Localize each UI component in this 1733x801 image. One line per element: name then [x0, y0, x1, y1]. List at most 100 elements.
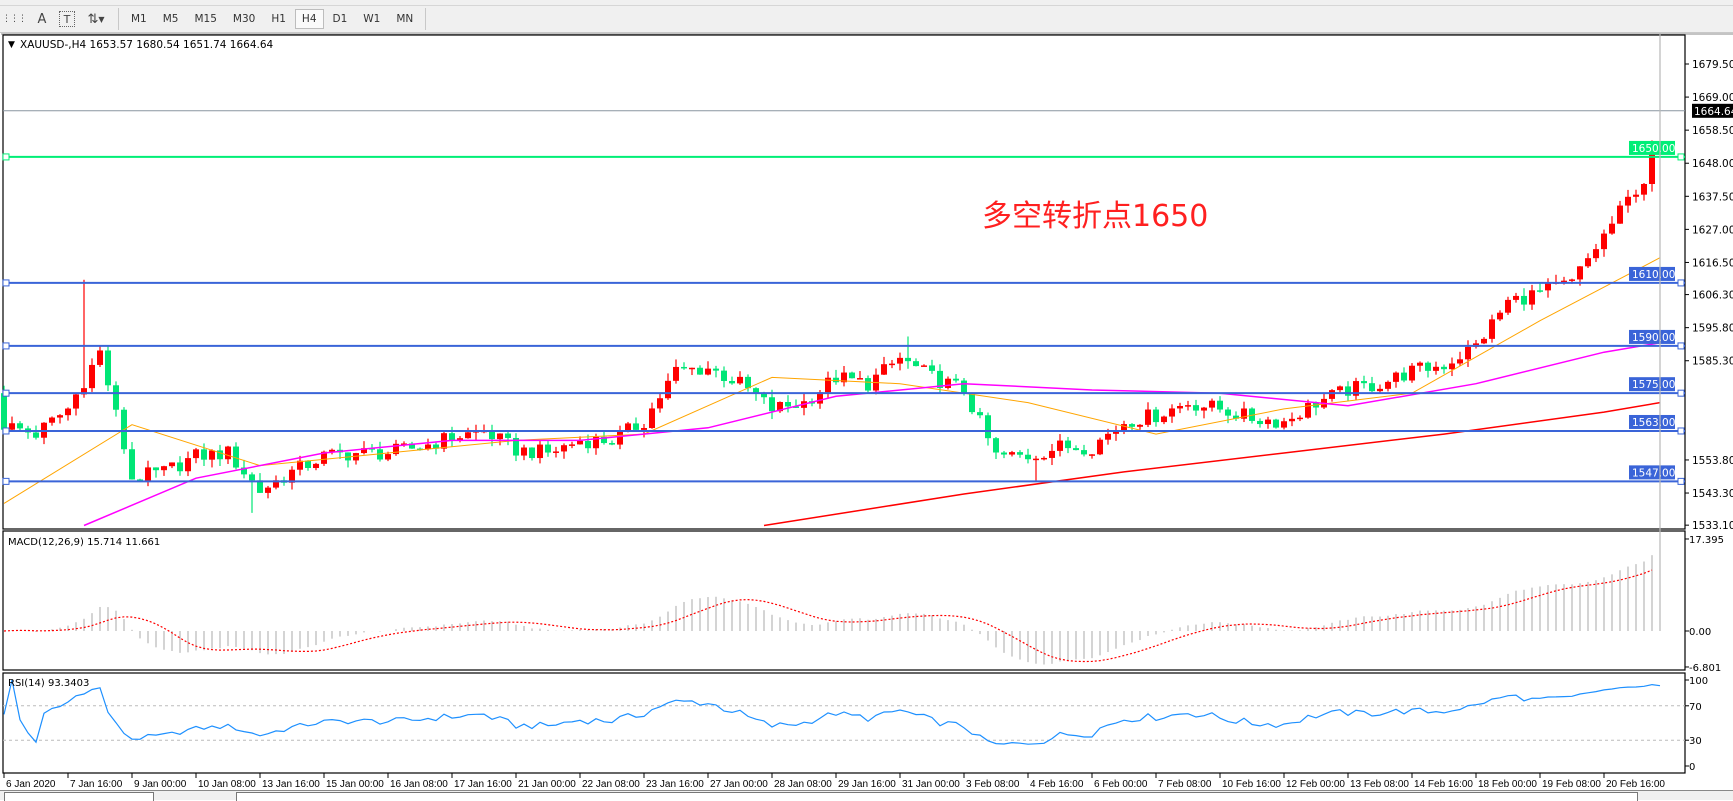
candle-body — [457, 438, 463, 441]
candle — [1409, 363, 1415, 383]
timeframe-m30[interactable]: M30 — [232, 13, 256, 25]
candle-body — [1289, 418, 1295, 422]
candle — [425, 438, 431, 451]
candle-body — [1425, 362, 1431, 371]
candle-body — [1457, 359, 1463, 364]
candle — [1185, 400, 1191, 411]
candle — [1009, 450, 1015, 457]
candle-body — [193, 449, 199, 459]
level-handle[interactable] — [1677, 279, 1685, 287]
level-handle[interactable] — [1677, 427, 1685, 435]
level-handle[interactable] — [2, 477, 10, 485]
time-tick-label: 13 Feb 08:00 — [1350, 779, 1409, 790]
candle-body — [1337, 386, 1343, 391]
candle-body — [745, 376, 751, 389]
price-tick-label: 1585.30 — [1692, 356, 1733, 368]
candle — [529, 447, 535, 461]
text-box-icon[interactable]: T — [59, 11, 75, 27]
timeframe-h4[interactable]: H4 — [294, 9, 324, 29]
candle-body — [769, 397, 775, 412]
candle — [1137, 424, 1143, 430]
candle-body — [409, 443, 415, 449]
candle-body — [1233, 415, 1239, 419]
timeframe-m5[interactable]: M5 — [162, 13, 179, 25]
candle — [1369, 376, 1375, 393]
candle — [1305, 399, 1311, 419]
candle-body — [889, 363, 895, 366]
candle — [1457, 351, 1463, 366]
price-chart[interactable]: 1679.50 1669.00 1658.50 1648.00 1637.50 1627.… — [0, 33, 1733, 790]
candle — [1097, 437, 1103, 456]
level-price-box — [1629, 140, 1675, 155]
candle-body — [1593, 249, 1599, 259]
timeframe-m1[interactable]: M1 — [131, 13, 147, 25]
timeframe-m15[interactable]: M15 — [194, 13, 217, 25]
candle — [1257, 418, 1263, 428]
candle — [1345, 381, 1351, 401]
candle-body — [1089, 454, 1095, 456]
candle — [1177, 402, 1183, 414]
candle — [89, 358, 95, 392]
candle-body — [385, 454, 391, 460]
timeframe-mn[interactable]: MN — [396, 13, 414, 25]
candle-body — [961, 380, 967, 393]
level-price-box — [1629, 377, 1675, 392]
level-handle[interactable] — [2, 279, 10, 287]
time-tick-label: 7 Feb 08:00 — [1158, 779, 1212, 790]
current-price-box — [1692, 103, 1733, 118]
candle-body — [1017, 452, 1023, 455]
chart-tab[interactable] — [4, 792, 154, 801]
candle — [1033, 455, 1039, 482]
candle-body — [1433, 366, 1439, 371]
candle — [33, 425, 39, 440]
candle-body — [137, 479, 143, 481]
candle — [937, 364, 943, 394]
candle — [1609, 216, 1615, 235]
arrows-icon[interactable]: ⇅ ▼ — [87, 11, 105, 27]
candle — [537, 441, 543, 464]
candle-body — [1441, 366, 1447, 370]
level-handle[interactable] — [2, 427, 10, 435]
level-price-box — [1629, 266, 1675, 281]
candle — [617, 425, 623, 450]
candle-body — [1545, 283, 1551, 291]
candle-body — [1569, 279, 1575, 281]
annotation-text[interactable]: 多空转折点1650 — [982, 199, 1208, 234]
candle — [497, 433, 503, 446]
candle — [457, 436, 463, 443]
candle-body — [201, 449, 207, 460]
candle — [985, 412, 991, 446]
candle — [505, 430, 511, 446]
level-handle[interactable] — [2, 153, 10, 161]
level-handle[interactable] — [1677, 153, 1685, 161]
level-handle[interactable] — [2, 389, 10, 397]
timeframe-h1[interactable]: H1 — [271, 13, 286, 25]
timeframe-d1[interactable]: D1 — [332, 13, 348, 25]
ma-slow-line — [763, 401, 1661, 527]
candle-body — [1129, 424, 1135, 427]
candle-body — [313, 463, 319, 469]
candle — [217, 444, 223, 466]
candle-body — [1353, 381, 1359, 396]
candle — [65, 407, 71, 421]
level-handle[interactable] — [1677, 389, 1685, 397]
candle-body — [1041, 457, 1047, 460]
level-handle[interactable] — [1677, 342, 1685, 350]
candle-body — [1241, 408, 1247, 419]
text-label-icon[interactable]: A — [37, 11, 47, 27]
level-handle[interactable] — [1677, 477, 1685, 485]
candle — [17, 421, 23, 432]
chart-tab[interactable] — [236, 792, 1638, 801]
period-separator-icon[interactable]: ⋮⋮⋮ — [2, 14, 27, 24]
candle-body — [1209, 400, 1215, 408]
candle — [169, 462, 175, 469]
candle-body — [1081, 450, 1087, 455]
candle — [729, 376, 735, 385]
timeframe-w1[interactable]: W1 — [363, 13, 381, 25]
collapse-arrow-icon[interactable]: ▼ — [8, 40, 15, 50]
level-handle[interactable] — [2, 342, 10, 350]
candle-body — [177, 462, 183, 472]
candle — [1081, 444, 1087, 457]
candle-body — [249, 474, 255, 481]
candle-body — [617, 430, 623, 445]
